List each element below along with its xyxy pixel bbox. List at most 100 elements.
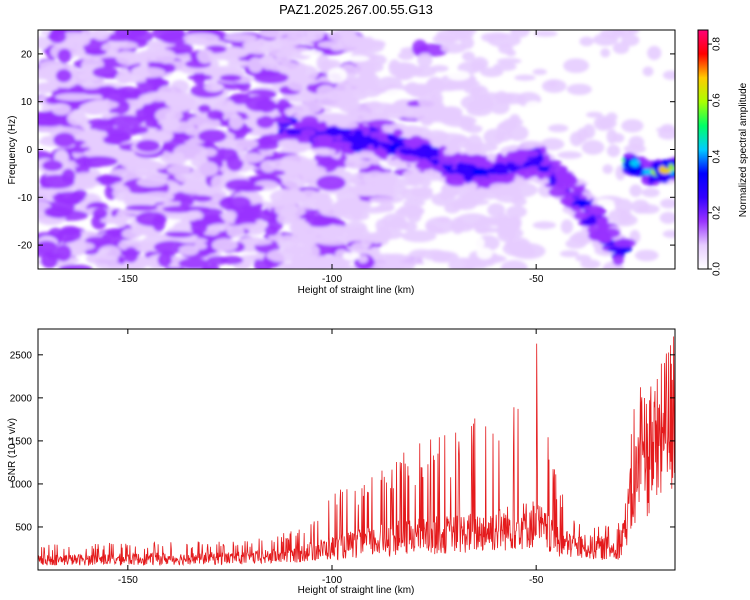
- spectrogram-cell: [623, 159, 631, 169]
- spectrogram-cell: [206, 109, 224, 121]
- spectrogram-cell: [115, 68, 132, 85]
- spectrogram-cell: [208, 223, 233, 231]
- spectrogram-cell: [281, 172, 308, 189]
- spectrogram-cell: [281, 140, 295, 147]
- spectrogram-cell: [403, 155, 421, 163]
- spectrogram-cell: [107, 114, 144, 128]
- spectrogram-cell: [493, 62, 517, 71]
- spectrogram-cell: [359, 84, 383, 98]
- spectrogram-cell: [607, 246, 623, 253]
- spectrogram-cell: [587, 226, 600, 234]
- spectrogram-cell: [264, 225, 279, 236]
- spectrogram-cell: [369, 246, 381, 256]
- spectrogram-cell: [358, 254, 369, 264]
- snr-x-axis-label: Height of straight line (km): [298, 585, 415, 596]
- spectrogram-cell: [374, 253, 400, 269]
- spectrogram-cell: [440, 42, 467, 54]
- spectrogram-cell: [489, 183, 508, 191]
- spectrogram-cell: [316, 84, 336, 99]
- spectrogram-cell: [454, 152, 462, 160]
- spectrogram-cell: [405, 85, 425, 95]
- spectrogram-cell: [198, 129, 227, 143]
- spectrogram-cell: [141, 191, 175, 203]
- spectrogram-cell: [467, 182, 478, 191]
- spectrogram-cell: [222, 210, 237, 221]
- snr-x-tick-label: -150: [118, 575, 138, 586]
- spectrogram-cell: [281, 35, 303, 47]
- spectrogram-cell: [380, 229, 404, 240]
- spectrogram-cell: [473, 255, 497, 267]
- spectrogram-cell: [148, 48, 176, 64]
- spectrogram-cell: [500, 260, 528, 269]
- spectrogram-cell: [38, 188, 58, 196]
- spectrogram-cell: [472, 220, 488, 228]
- spectrogram-cell: [92, 30, 111, 41]
- spectrogram-cell: [135, 139, 160, 152]
- spectrogram-cell: [537, 166, 552, 172]
- spectrogram-cell: [431, 133, 469, 145]
- spectrogram-cell: [275, 50, 293, 64]
- spectrogram-cell: [258, 30, 288, 38]
- spectrogram-cell: [92, 66, 119, 79]
- colorbar: 0.0 0.2 0.4 0.6 0.8 Normalized spectral ampl…: [697, 29, 749, 276]
- spectrogram-cell: [560, 219, 574, 234]
- spectrogram-cell: [472, 167, 488, 177]
- spectrogram-cell: [309, 142, 322, 149]
- spectrogram-y-tick-label: 0: [26, 145, 32, 156]
- spectrogram-cell: [300, 50, 324, 57]
- spectrogram-cell: [496, 152, 504, 163]
- colorbar-gradient: [698, 30, 708, 269]
- spectrogram-cell: [376, 76, 403, 93]
- spectrogram-cell: [126, 161, 153, 174]
- spectrogram-cell: [641, 187, 660, 198]
- spectrogram-cell: [256, 115, 275, 129]
- spectrogram-cell: [417, 93, 440, 109]
- spectrogram-x-tick-label: -150: [118, 274, 138, 285]
- spectrogram-cell: [48, 30, 67, 44]
- spectrogram-cell: [393, 128, 403, 137]
- spectrogram-cell: [612, 42, 630, 54]
- spectrogram-cell: [62, 241, 95, 251]
- spectrogram-cell: [282, 69, 302, 76]
- spectrogram-cell: [54, 93, 92, 101]
- spectrogram-cell: [330, 44, 344, 52]
- spectrogram-cell: [67, 110, 87, 127]
- spectrogram-cell: [215, 98, 235, 111]
- spectrogram-cell: [659, 211, 675, 224]
- spectrogram-cell: [321, 256, 346, 266]
- spectrogram-cell: [51, 103, 71, 116]
- spectrogram-cell: [68, 182, 95, 190]
- snr-panel: -150 -100 -50 500 1000 1500 2000 2500 Height o…: [7, 328, 676, 596]
- spectrogram-cell: [432, 226, 445, 235]
- spectrogram-cell: [614, 198, 633, 214]
- spectrogram-cell: [86, 254, 119, 265]
- spectrogram-cell: [166, 164, 192, 175]
- spectrogram-cell: [548, 124, 569, 133]
- spectrogram-cell: [648, 175, 655, 185]
- spectrogram-cell: [629, 184, 643, 197]
- spectrogram-cell: [408, 65, 437, 78]
- spectrogram-cell: [242, 238, 273, 246]
- spectrogram-cell: [315, 148, 337, 156]
- spectrogram-cell: [86, 129, 101, 143]
- spectrogram-cell: [415, 161, 434, 171]
- spectrogram-cell: [435, 216, 451, 223]
- spectrogram-cell: [345, 55, 370, 62]
- spectrogram-cell: [300, 128, 317, 137]
- spectrogram-cell: [593, 33, 619, 46]
- spectrogram-y-tick-label: 10: [21, 97, 33, 108]
- spectrogram-cell: [38, 111, 61, 127]
- spectrogram-cell: [581, 140, 605, 155]
- spectrogram-cell: [510, 30, 531, 38]
- spectrogram-cell: [187, 74, 213, 81]
- spectrogram-cell: [498, 120, 517, 132]
- spectrogram-cell: [228, 196, 252, 211]
- spectrogram-cell: [245, 95, 273, 112]
- spectrogram-cell: [668, 163, 674, 171]
- spectrogram-cell: [660, 172, 670, 184]
- spectrogram-cell: [104, 134, 132, 143]
- spectrogram-cell: [316, 175, 346, 191]
- spectrogram-cell: [429, 170, 440, 178]
- spectrogram-cell: [606, 144, 621, 158]
- spectrogram-cell: [59, 264, 93, 269]
